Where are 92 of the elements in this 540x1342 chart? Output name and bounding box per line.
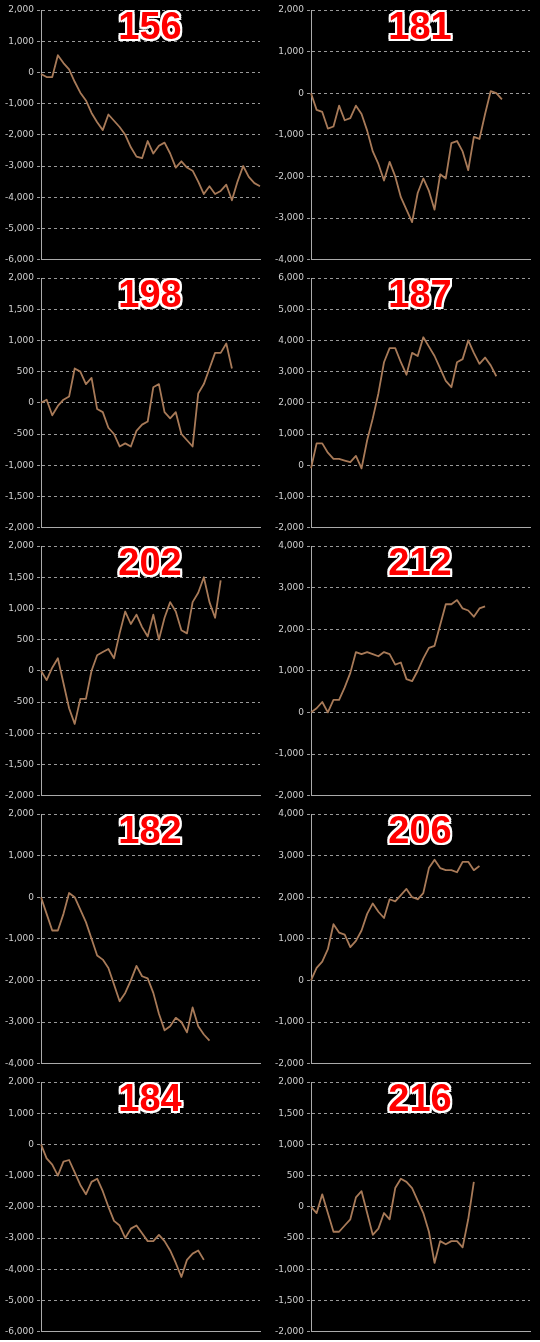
y-tick-label: -1,000 (275, 129, 305, 140)
y-tick-label: 500 (16, 365, 35, 376)
chart-title: 181 (387, 4, 453, 48)
y-tick-label: -3,000 (5, 160, 35, 171)
y-tick-label: 0 (28, 397, 35, 408)
y-tick-label: -1,000 (5, 1169, 35, 1180)
y-tick-label: -1,500 (275, 1294, 305, 1305)
y-tick-label: -2,000 (275, 170, 305, 181)
y-tick-label: 2,000 (8, 4, 35, 15)
y-tick-label: -3,000 (5, 1016, 35, 1027)
y-tick-label: 0 (298, 87, 305, 98)
chart-title: 206 (387, 808, 453, 852)
y-tick-label: -5,000 (5, 222, 35, 233)
y-tick-label: -1,500 (5, 490, 35, 501)
chart-title: 184 (117, 1076, 183, 1120)
y-tick-label: 1,000 (8, 602, 35, 613)
y-tick-label: 3,000 (278, 849, 305, 860)
y-tick-label: 1,000 (8, 35, 35, 46)
y-tick-label: 0 (28, 1138, 35, 1149)
y-tick-label: 2,000 (8, 808, 35, 819)
y-tick-label: 500 (16, 633, 35, 644)
y-tick-label: 4,000 (278, 540, 305, 551)
y-tick-label: -2,000 (5, 974, 35, 985)
y-tick-label: 0 (298, 459, 305, 470)
y-tick-label: 1,000 (278, 933, 305, 944)
y-tick-label: 2,000 (278, 4, 305, 15)
y-tick-label: -1,000 (5, 459, 35, 470)
y-tick-label: 6,000 (278, 272, 305, 283)
y-tick-label: -4,000 (275, 253, 305, 264)
y-tick-label: 0 (28, 66, 35, 77)
y-tick-label: -1,500 (5, 758, 35, 769)
y-tick-label: 4,000 (278, 334, 305, 345)
y-tick-label: -6,000 (5, 1325, 35, 1336)
y-tick-label: -5,000 (5, 1294, 35, 1305)
chart-title: 216 (387, 1076, 453, 1120)
y-tick-label: 2,000 (8, 540, 35, 551)
y-tick-label: -4,000 (5, 191, 35, 202)
y-tick-label: -3,000 (275, 212, 305, 223)
y-tick-label: 1,000 (8, 849, 35, 860)
y-tick-label: 1,000 (8, 334, 35, 345)
chart-title: 182 (117, 808, 183, 852)
y-tick-label: 2,000 (8, 272, 35, 283)
y-tick-label: 500 (286, 1169, 305, 1180)
y-tick-label: 0 (298, 1201, 305, 1212)
chart-title: 202 (117, 540, 183, 584)
y-tick-label: 2,000 (278, 397, 305, 408)
y-tick-label: -2,000 (275, 521, 305, 532)
y-tick-label: 1,000 (278, 1138, 305, 1149)
chart-title: 212 (387, 540, 453, 584)
chart-title: 198 (117, 272, 183, 316)
chart-title: 187 (387, 272, 453, 316)
y-tick-label: -2,000 (275, 1325, 305, 1336)
y-tick-label: 2,000 (278, 1076, 305, 1087)
y-tick-label: 0 (28, 891, 35, 902)
y-tick-label: -2,000 (5, 1201, 35, 1212)
y-tick-label: -2,000 (5, 129, 35, 140)
y-tick-label: -2,000 (275, 1057, 305, 1068)
y-tick-label: -2,000 (5, 789, 35, 800)
y-tick-label: -1,000 (275, 1016, 305, 1027)
y-tick-label: 1,500 (8, 571, 35, 582)
y-tick-label: -4,000 (5, 1057, 35, 1068)
y-tick-label: -6,000 (5, 253, 35, 264)
y-tick-label: -2,000 (275, 789, 305, 800)
y-tick-label: 3,000 (278, 365, 305, 376)
y-tick-label: -1,000 (5, 97, 35, 108)
y-tick-label: 4,000 (278, 808, 305, 819)
y-tick-label: 0 (28, 665, 35, 676)
y-tick-label: -500 (13, 428, 35, 439)
y-tick-label: 1,000 (8, 1107, 35, 1118)
y-tick-label: -500 (13, 696, 35, 707)
y-tick-label: 1,000 (278, 45, 305, 56)
y-tick-label: -1,000 (5, 727, 35, 738)
y-tick-label: 1,500 (8, 303, 35, 314)
y-tick-label: -1,000 (275, 490, 305, 501)
y-tick-label: 0 (298, 974, 305, 985)
y-tick-label: -1,000 (275, 748, 305, 759)
y-tick-label: -1,000 (275, 1263, 305, 1274)
y-tick-label: -4,000 (5, 1263, 35, 1274)
y-tick-label: 2,000 (8, 1076, 35, 1087)
y-tick-label: 1,000 (278, 665, 305, 676)
y-tick-label: 5,000 (278, 303, 305, 314)
y-tick-label: 1,500 (278, 1107, 305, 1118)
y-tick-label: 1,000 (278, 428, 305, 439)
y-tick-label: 0 (298, 706, 305, 717)
y-tick-label: -3,000 (5, 1232, 35, 1243)
y-tick-label: -2,000 (5, 521, 35, 532)
y-tick-label: -500 (283, 1232, 305, 1243)
y-tick-label: 2,000 (278, 623, 305, 634)
y-tick-label: 3,000 (278, 581, 305, 592)
chart-title: 156 (117, 4, 183, 48)
y-tick-label: -1,000 (5, 933, 35, 944)
y-tick-label: 2,000 (278, 891, 305, 902)
